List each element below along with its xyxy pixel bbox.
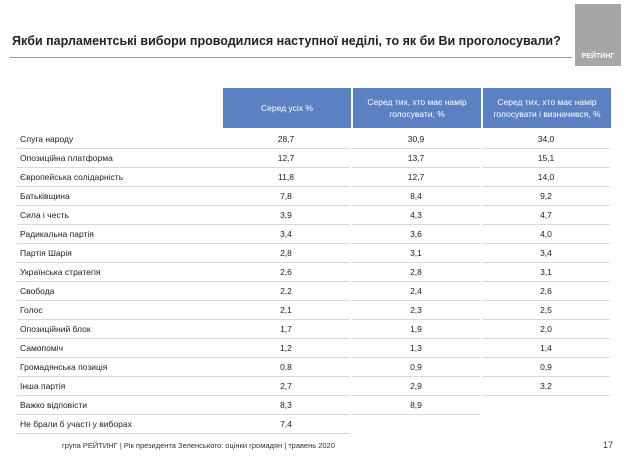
value-cell: 1,2 bbox=[222, 339, 350, 358]
value-cell: 2,9 bbox=[352, 377, 480, 396]
value-cell: 0,9 bbox=[482, 358, 610, 377]
value-cell: 3,2 bbox=[482, 377, 610, 396]
value-cell: 34,0 bbox=[482, 130, 610, 149]
title: Якби парламентські вибори проводилися на… bbox=[12, 34, 561, 48]
empty-cell bbox=[482, 396, 610, 415]
value-cell: 1,3 bbox=[352, 339, 480, 358]
value-cell: 2,6 bbox=[482, 282, 610, 301]
row-label: Опозиційна платформа bbox=[17, 149, 222, 168]
header-cell: Серед усіх % bbox=[223, 88, 351, 128]
value-cell: 7,4 bbox=[222, 415, 350, 434]
value-cell: 0,9 bbox=[352, 358, 480, 377]
row-label: Слуга народу bbox=[17, 130, 222, 149]
logo: РЕЙТИНГ bbox=[575, 4, 621, 66]
value-cell: 2,1 bbox=[222, 301, 350, 320]
value-cell: 2,0 bbox=[482, 320, 610, 339]
value-cell: 12,7 bbox=[352, 168, 480, 187]
value-cell: 15,1 bbox=[482, 149, 610, 168]
row-label: Інша партія bbox=[17, 377, 222, 396]
value-cell: 7,8 bbox=[222, 187, 350, 206]
value-cell: 2,3 bbox=[352, 301, 480, 320]
value-cell: 11,8 bbox=[222, 168, 350, 187]
row-label: Самопоміч bbox=[17, 339, 222, 358]
logo-text: РЕЙТИНГ bbox=[581, 53, 615, 60]
value-cell: 3,6 bbox=[352, 225, 480, 244]
row-label: Сила і честь bbox=[17, 206, 222, 225]
value-cell: 1,7 bbox=[222, 320, 350, 339]
row-label: Важко відповісти bbox=[17, 396, 222, 415]
value-cell: 28,7 bbox=[222, 130, 350, 149]
value-cell: 2,4 bbox=[352, 282, 480, 301]
row-label: Голос bbox=[17, 301, 222, 320]
empty-cell bbox=[352, 415, 480, 434]
row-label: Опозиційний блок bbox=[17, 320, 222, 339]
divider bbox=[10, 57, 572, 58]
value-cell: 30,9 bbox=[352, 130, 480, 149]
row-label: Не брали б участі у виборах bbox=[17, 415, 222, 434]
row-label: Партія Шарія bbox=[17, 244, 222, 263]
value-cell: 2,6 bbox=[222, 263, 350, 282]
value-cell: 4,3 bbox=[352, 206, 480, 225]
row-label: Батьківщина bbox=[17, 187, 222, 206]
value-cell: 3,1 bbox=[482, 263, 610, 282]
empty-cell bbox=[482, 415, 610, 434]
row-label: Радикальна партія bbox=[17, 225, 222, 244]
value-cell: 4,7 bbox=[482, 206, 610, 225]
value-cell: 9,2 bbox=[482, 187, 610, 206]
value-cell: 2,2 bbox=[222, 282, 350, 301]
value-cell: 1,4 bbox=[482, 339, 610, 358]
value-cell: 0,8 bbox=[222, 358, 350, 377]
value-cell: 14,0 bbox=[482, 168, 610, 187]
value-cell: 2,8 bbox=[352, 263, 480, 282]
value-cell: 3,4 bbox=[482, 244, 610, 263]
header-cell: Серед тих, хто має намір голосувати і ви… bbox=[483, 88, 611, 128]
row-label: Європейська солідарність bbox=[17, 168, 222, 187]
row-label: Громадянська позиція bbox=[17, 358, 222, 377]
value-cell: 2,8 bbox=[222, 244, 350, 263]
value-cell: 8,9 bbox=[352, 396, 480, 415]
value-cell: 12,7 bbox=[222, 149, 350, 168]
value-cell: 3,4 bbox=[222, 225, 350, 244]
value-cell: 2,5 bbox=[482, 301, 610, 320]
value-cell: 8,4 bbox=[352, 187, 480, 206]
page-number: 17 bbox=[603, 440, 614, 450]
value-cell: 3,9 bbox=[222, 206, 350, 225]
value-cell: 13,7 bbox=[352, 149, 480, 168]
value-cell: 1,9 bbox=[352, 320, 480, 339]
value-cell: 4,0 bbox=[482, 225, 610, 244]
row-label: Свобода bbox=[17, 282, 222, 301]
value-cell: 2,7 bbox=[222, 377, 350, 396]
header-cell: Серед тих, хто має намір голосувати, % bbox=[353, 88, 481, 128]
value-cell: 8,3 bbox=[222, 396, 350, 415]
row-label: Українська стратегія bbox=[17, 263, 222, 282]
value-cell: 3,1 bbox=[352, 244, 480, 263]
footer: група РЕЙТИНГ | Рік президента Зеленсько… bbox=[62, 441, 335, 450]
